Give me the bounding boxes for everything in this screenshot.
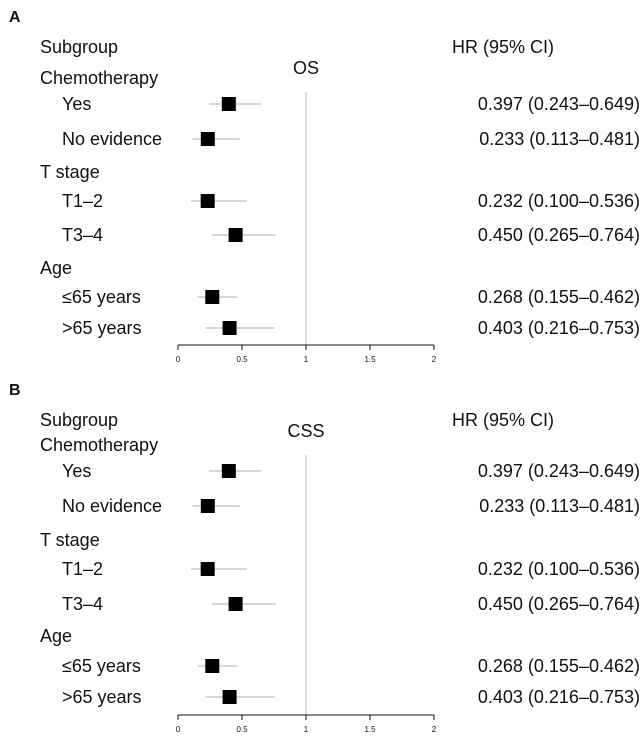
group-label: Chemotherapy — [40, 435, 158, 455]
x-tick-label: 2 — [432, 355, 437, 364]
subgroup-header: Subgroup — [40, 37, 118, 57]
subgroup-header: Subgroup — [40, 410, 118, 430]
x-tick-label: 1.5 — [364, 355, 376, 364]
row-label: No evidence — [62, 129, 162, 149]
hr-point — [222, 690, 237, 704]
row-label: ≤65 years — [62, 656, 141, 676]
group-label: Age — [40, 258, 72, 278]
row-label: T1–2 — [62, 559, 103, 579]
group-label: Chemotherapy — [40, 68, 158, 88]
hr-point — [221, 464, 236, 478]
row-label: >65 years — [62, 687, 142, 707]
group-label: T stage — [40, 530, 100, 550]
hr-point — [221, 97, 236, 111]
group-label: T stage — [40, 162, 100, 182]
hr-point — [200, 132, 215, 146]
hr-header: HR (95% CI) — [452, 37, 554, 57]
forest-panel-a: A Subgroup HR (95% CI) OS Chemotherapy Yes 0.3… — [9, 9, 640, 364]
hr-ci-text: 0.397 (0.243–0.649) — [478, 461, 640, 481]
row-label: >65 years — [62, 318, 142, 338]
hr-header: HR (95% CI) — [452, 410, 554, 430]
hr-point — [228, 597, 243, 611]
hr-ci-text: 0.403 (0.216–0.753) — [478, 318, 640, 338]
x-tick-label: 0 — [176, 355, 181, 364]
hr-point — [200, 562, 215, 576]
hr-ci-text: 0.450 (0.265–0.764) — [478, 594, 640, 614]
forest-panel-b: B Subgroup HR (95% CI) CSS Chemotherapy Yes 0.… — [9, 382, 640, 734]
hr-ci-text: 0.268 (0.155–0.462) — [478, 656, 640, 676]
hr-ci-text: 0.233 (0.113–0.481) — [479, 496, 640, 516]
row-label: Yes — [62, 94, 91, 114]
row-label: Yes — [62, 461, 91, 481]
row-label: T3–4 — [62, 594, 103, 614]
panel-label: A — [9, 9, 21, 26]
hr-point — [205, 659, 220, 673]
hr-ci-text: 0.233 (0.113–0.481) — [479, 129, 640, 149]
plot-title: CSS — [287, 421, 324, 441]
hr-ci-text: 0.403 (0.216–0.753) — [478, 687, 640, 707]
x-tick-label: 1.5 — [364, 725, 376, 734]
x-tick-label: 2 — [432, 725, 437, 734]
hr-point — [205, 290, 220, 304]
hr-ci-text: 0.397 (0.243–0.649) — [478, 94, 640, 114]
hr-point — [200, 499, 215, 513]
hr-ci-text: 0.232 (0.100–0.536) — [478, 191, 640, 211]
x-tick-label: 0 — [176, 725, 181, 734]
x-tick-label: 1 — [304, 725, 309, 734]
group-label: Age — [40, 626, 72, 646]
plot-title: OS — [293, 58, 319, 78]
x-tick-label: 1 — [304, 355, 309, 364]
hr-ci-text: 0.450 (0.265–0.764) — [478, 225, 640, 245]
x-tick-label: 0.5 — [236, 725, 248, 734]
row-label: No evidence — [62, 496, 162, 516]
row-label: T3–4 — [62, 225, 103, 245]
hr-point — [200, 194, 215, 208]
panel-label: B — [9, 382, 21, 399]
row-label: ≤65 years — [62, 287, 141, 307]
row-label: T1–2 — [62, 191, 103, 211]
hr-point — [228, 228, 243, 242]
hr-ci-text: 0.232 (0.100–0.536) — [478, 559, 640, 579]
hr-point — [222, 321, 237, 335]
x-tick-label: 0.5 — [236, 355, 248, 364]
hr-ci-text: 0.268 (0.155–0.462) — [478, 287, 640, 307]
